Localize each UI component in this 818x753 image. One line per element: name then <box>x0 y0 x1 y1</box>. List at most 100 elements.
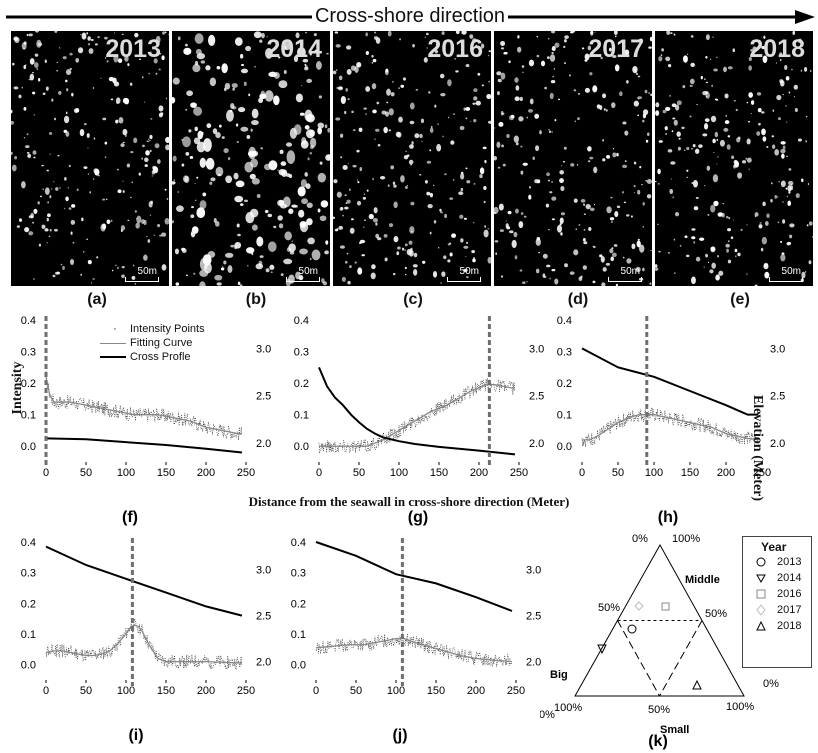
y-tick-label: 0.2 <box>557 378 572 390</box>
image-year-label: 2014 <box>266 35 322 63</box>
y2-tick-label: 3.0 <box>529 343 544 355</box>
ternary-legend-item: 2014 <box>753 570 811 586</box>
y-tick-label: 0.2 <box>291 598 306 610</box>
legend-marker-icon <box>756 574 766 584</box>
scale-bar <box>447 277 481 282</box>
x-tick-label: 150 <box>157 467 175 479</box>
panel-label: (d) <box>567 291 589 308</box>
marker-2017 <box>634 601 644 611</box>
scale-bar <box>125 277 159 282</box>
intensity-points <box>45 617 243 670</box>
legend-marker-icon <box>756 557 766 567</box>
x-tick-label: 50 <box>80 685 92 697</box>
ternary-label-right-outer: 0% <box>763 678 779 690</box>
x-tick-label: 50 <box>353 467 365 479</box>
scale-bar-label: 50m <box>298 266 318 277</box>
header-arrow <box>6 4 815 30</box>
y-tick-label: 0.0 <box>294 441 309 453</box>
y-tick-label: 0.4 <box>294 315 309 327</box>
y-tick-label: 0.4 <box>21 537 36 549</box>
y-tick-label: 0.3 <box>294 347 309 359</box>
y-tick-label: 0.0 <box>291 660 306 672</box>
fitting-curve <box>319 384 515 447</box>
cross-profile <box>318 366 516 456</box>
x-tick-label: 150 <box>430 467 448 479</box>
image-year-label: 2016 <box>427 35 483 63</box>
intensity-points <box>318 378 516 454</box>
cross-profile <box>45 437 243 454</box>
y2-tick-label: 2.0 <box>529 438 544 450</box>
image-year-label: 2018 <box>749 35 805 63</box>
image-texture <box>655 31 813 286</box>
x-tick-label: 100 <box>645 467 663 479</box>
y2-tick-label: 3.0 <box>256 343 271 355</box>
x-tick-label: 200 <box>470 467 488 479</box>
panel-label: (e) <box>730 291 750 308</box>
x-axis-title: Distance from the seawall in cross-shore… <box>248 494 570 509</box>
header-title: Cross-shore direction <box>314 5 506 27</box>
intensity-points <box>315 631 513 667</box>
marker-2018 <box>692 679 702 690</box>
y-tick-label: 0.1 <box>21 629 36 641</box>
y2-tick-label: 2.5 <box>526 611 541 623</box>
image-texture <box>172 31 330 286</box>
legend-item-points: · Intensity Points <box>113 323 205 335</box>
x-tick-label: 250 <box>237 467 255 479</box>
x-tick-label: 200 <box>197 685 215 697</box>
ternary-legend-title: Year <box>761 540 787 554</box>
ternary-legend-item: 2016 <box>753 586 811 602</box>
y2-tick-label: 2.0 <box>256 657 271 669</box>
ternary-label-bottom-right: 100% <box>726 701 754 713</box>
legend-marker-icon <box>756 604 766 616</box>
image-strip: 2013 50m 2014 50m 2016 50m 2017 50m 2018 50m <box>11 31 813 286</box>
aerial-image-2013: 2013 50m <box>11 31 169 286</box>
ternary-label-top-right: 100% <box>672 533 700 545</box>
fitting-curve <box>45 624 243 664</box>
image-texture <box>494 31 652 286</box>
panel-label: (f) <box>122 509 138 526</box>
y-tick-label: 0.1 <box>294 410 309 422</box>
marker-2013 <box>627 624 637 634</box>
scale-bar-label: 50m <box>620 266 640 277</box>
intensity-points <box>45 371 243 441</box>
legend-year: 2014 <box>777 572 802 584</box>
y2-tick-label: 2.0 <box>526 657 541 669</box>
y2-tick-label: 2.5 <box>529 391 544 403</box>
marker-2014 <box>597 644 607 655</box>
x-tick-label: 100 <box>390 467 408 479</box>
ternary-legend-item: 2018 <box>753 618 811 634</box>
x-tick-label: 100 <box>117 685 135 697</box>
ternary-midline <box>617 620 660 697</box>
legend-year: 2013 <box>777 556 802 568</box>
aerial-image-2018: 2018 50m <box>655 31 813 286</box>
ternary-axis-big: Big <box>550 669 568 681</box>
marker-2016 <box>661 602 670 611</box>
panel-label: (k) <box>648 733 668 750</box>
legend-year: 2017 <box>777 604 802 616</box>
x-tick-label: 200 <box>467 685 485 697</box>
panel-label: (j) <box>392 727 407 744</box>
y-tick-label: 0.3 <box>557 347 572 359</box>
image-year-label: 2017 <box>588 35 644 63</box>
legend-marker-icon <box>756 589 766 599</box>
cross-profile <box>581 347 759 416</box>
y-tick-label: 0.1 <box>557 410 572 422</box>
fitting-curve <box>45 376 242 435</box>
y2-tick-label: 2.0 <box>256 438 271 450</box>
y-tick-label: 0.3 <box>21 568 36 580</box>
cross-profile <box>45 545 243 617</box>
scale-bar-label: 50m <box>459 266 479 277</box>
y-tick-label: 0.3 <box>21 347 36 359</box>
cross-profile <box>315 541 513 612</box>
y-left-title: Intensity <box>10 361 25 415</box>
y-tick-label: 0.1 <box>291 629 306 641</box>
legend-item-profile: Cross Profle <box>100 350 205 364</box>
x-tick-label: 0 <box>43 685 49 697</box>
x-tick-label: 100 <box>387 685 405 697</box>
ternary-label-top: 0% <box>632 533 648 545</box>
ternary-label-mid-left: 50% <box>598 602 620 614</box>
x-tick-label: 0 <box>43 467 49 479</box>
panel-label: (b) <box>245 291 267 308</box>
x-tick-label: 50 <box>612 467 624 479</box>
legend-marker-icon <box>756 620 766 631</box>
